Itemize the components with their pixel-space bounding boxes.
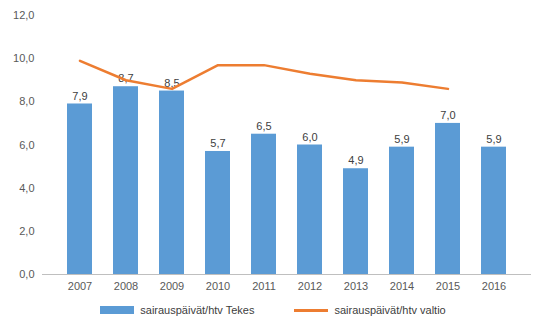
svg-text:2012: 2012 — [298, 280, 322, 292]
svg-text:8,7: 8,7 — [118, 72, 134, 85]
svg-text:0,0: 0,0 — [19, 268, 34, 280]
svg-text:6,0: 6,0 — [302, 131, 317, 143]
svg-text:2014: 2014 — [390, 280, 414, 292]
svg-text:7,0: 7,0 — [440, 109, 455, 121]
svg-text:2,0: 2,0 — [19, 225, 34, 237]
svg-text:12,0: 12,0 — [13, 9, 34, 21]
svg-text:2015: 2015 — [436, 280, 460, 292]
svg-text:10,0: 10,0 — [13, 52, 34, 64]
svg-text:7,9: 7,9 — [72, 90, 87, 102]
svg-text:5,9: 5,9 — [394, 133, 409, 145]
html-text:sairauspäivät/htv Tekes: sairauspäivät/htv Tekes — [140, 304, 255, 316]
svg-text:6,5: 6,5 — [256, 120, 271, 132]
svg-text:2011: 2011 — [252, 280, 276, 292]
svg-text:2009: 2009 — [160, 280, 184, 292]
svg-text:5,9: 5,9 — [486, 133, 501, 145]
svg-text:4,0: 4,0 — [19, 182, 34, 194]
svg-text:8,0: 8,0 — [19, 95, 34, 107]
svg-text:4,9: 4,9 — [348, 154, 363, 166]
svg-text:2010: 2010 — [206, 280, 230, 292]
html-text:sairauspäivät/htv valtio: sairauspäivät/htv valtio — [334, 304, 446, 316]
svg-text:6,0: 6,0 — [19, 139, 34, 151]
svg-text:5,7: 5,7 — [210, 137, 225, 149]
svg-text:8,5: 8,5 — [164, 76, 180, 89]
svg-text:2013: 2013 — [344, 280, 368, 292]
svg-text:2008: 2008 — [114, 280, 138, 292]
svg-text:2007: 2007 — [68, 280, 92, 292]
svg-text:2016: 2016 — [482, 280, 506, 292]
